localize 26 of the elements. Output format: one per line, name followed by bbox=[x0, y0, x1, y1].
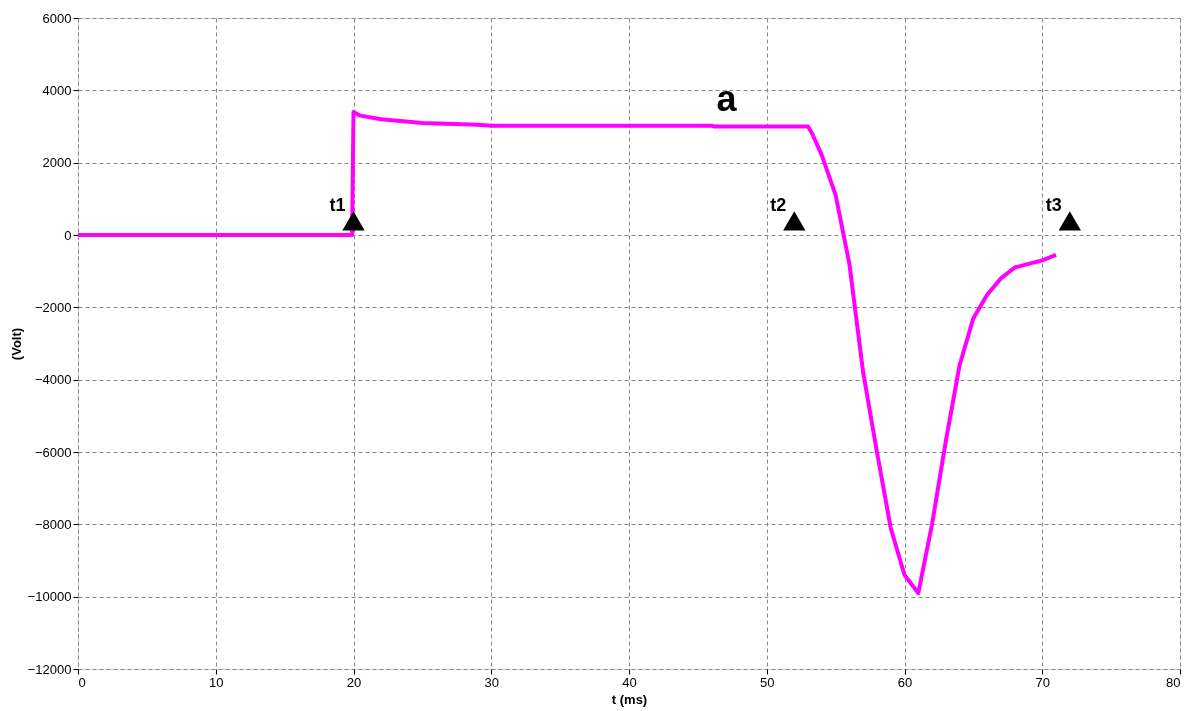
x-tick-label: 80 bbox=[1166, 674, 1181, 690]
line-series bbox=[76, 110, 1059, 596]
x-tick-label: 30 bbox=[484, 674, 499, 690]
x-tick-label: 0 bbox=[78, 674, 86, 690]
x-tick-label: 20 bbox=[346, 674, 362, 690]
x-tick-label: 10 bbox=[209, 674, 224, 690]
y-tick-label: 4000 bbox=[42, 82, 72, 98]
x-tick-label: 40 bbox=[622, 674, 637, 690]
y-tick-label: 2000 bbox=[42, 155, 72, 171]
y-axis-title: (Volt) bbox=[8, 327, 24, 361]
y-tick-label: −4000 bbox=[34, 372, 72, 388]
annotation: a bbox=[716, 78, 738, 120]
annotation: t3 bbox=[1045, 195, 1062, 216]
annotation: t2 bbox=[770, 195, 787, 216]
y-tick-label: 0 bbox=[64, 227, 72, 243]
y-tick-label: −12000 bbox=[27, 661, 72, 677]
x-tick-label: 60 bbox=[897, 674, 913, 690]
x-tick-label: 50 bbox=[760, 674, 775, 690]
y-tick-label: −10000 bbox=[27, 589, 72, 605]
x-tick-label: 70 bbox=[1035, 674, 1050, 690]
y-tick-label: −6000 bbox=[34, 444, 72, 460]
y-tick-label: −8000 bbox=[34, 516, 72, 532]
x-axis-title: t (ms) bbox=[611, 691, 648, 707]
y-tick-label: 6000 bbox=[42, 10, 72, 26]
y-tick-label: −2000 bbox=[34, 299, 72, 315]
annotation: t1 bbox=[329, 195, 346, 216]
